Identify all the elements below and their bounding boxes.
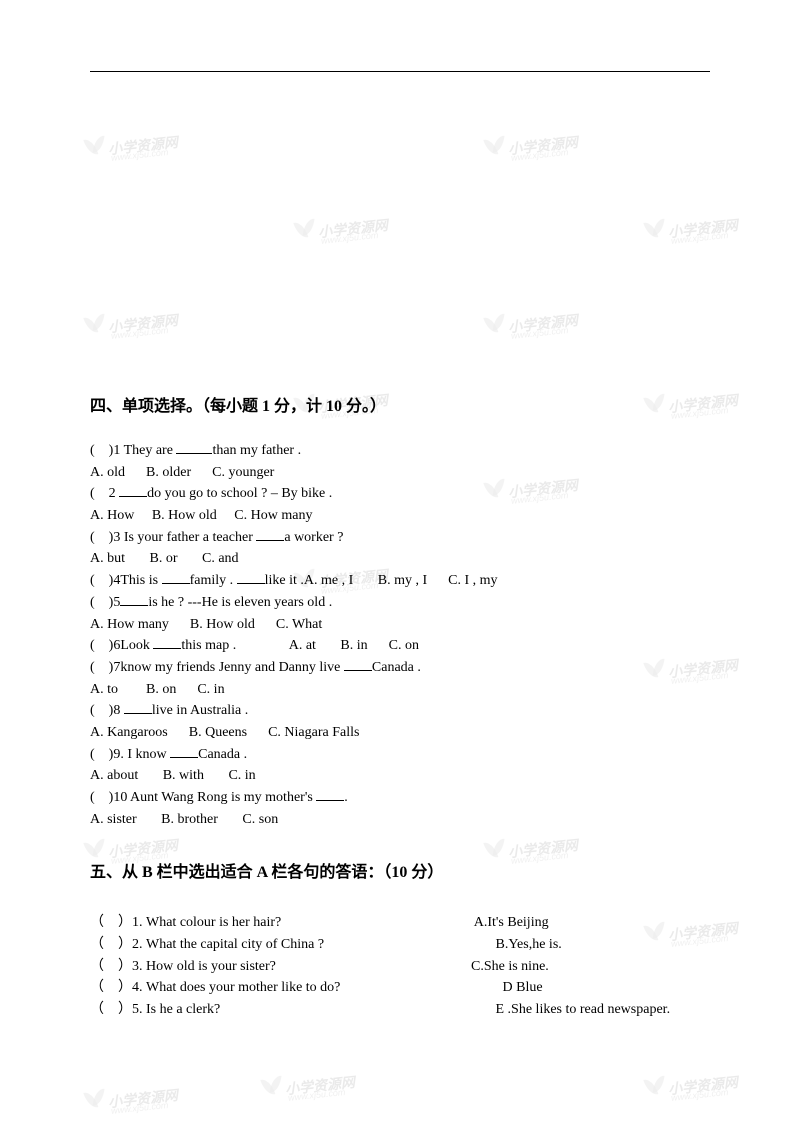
question-options: A. old B. older C. younger — [90, 462, 710, 484]
watermark: 小学资源网www.xj5u.com — [79, 305, 179, 344]
question-stem: ( )5is he ? ---He is eleven years old . — [90, 592, 710, 614]
watermark: 小学资源网www.xj5u.com — [479, 305, 579, 344]
match-answer: C.She is nine. — [450, 956, 710, 978]
match-question: （ ）4. What does your mother like to do? — [90, 977, 450, 999]
question-options: A. sister B. brother C. son — [90, 809, 710, 831]
match-row: （ ）4. What does your mother like to do? … — [90, 977, 710, 999]
question-options: A. but B. or C. and — [90, 548, 710, 570]
question-stem: ( )8 live in Australia . — [90, 700, 710, 722]
match-row: （ ）5. Is he a clerk? E .She likes to rea… — [90, 999, 710, 1021]
match-question: （ ）2. What the capital city of China ? — [90, 934, 450, 956]
watermark: 小学资源网www.xj5u.com — [79, 1080, 179, 1119]
match-question: （ ）3. How old is your sister? — [90, 956, 450, 978]
question-stem: ( )7know my friends Jenny and Danny live… — [90, 657, 710, 679]
watermark: 小学资源网www.xj5u.com — [639, 1067, 739, 1106]
match-answer: D Blue — [450, 977, 710, 999]
question-stem: ( )1 They are than my father . — [90, 440, 710, 462]
top-divider — [90, 71, 710, 72]
watermark: 小学资源网www.xj5u.com — [79, 127, 179, 166]
watermark: 小学资源网www.xj5u.com — [639, 210, 739, 249]
question-options: A. How B. How old C. How many — [90, 505, 710, 527]
section5-title: 五、从 B 栏中选出适合 A 栏各句的答语：（10 分） — [90, 858, 710, 882]
section4-title: 四、单项选择。（每小题 1 分，计 10 分。） — [90, 392, 710, 416]
match-question: （ ）5. Is he a clerk? — [90, 999, 450, 1021]
question-options: A. Kangaroos B. Queens C. Niagara Falls — [90, 722, 710, 744]
watermark: 小学资源网www.xj5u.com — [256, 1067, 356, 1106]
match-row: （ ）3. How old is your sister? C.She is n… — [90, 956, 710, 978]
question-stem: ( 2 do you go to school ? – By bike . — [90, 483, 710, 505]
match-answer: B.Yes,he is. — [450, 934, 710, 956]
question-stem: ( )10 Aunt Wang Rong is my mother's . — [90, 787, 710, 809]
watermark: 小学资源网www.xj5u.com — [479, 127, 579, 166]
question-stem: ( )4This is family . like it .A. me , I … — [90, 570, 710, 592]
match-answer: E .She likes to read newspaper. — [450, 999, 710, 1021]
watermark: 小学资源网www.xj5u.com — [289, 210, 389, 249]
question-options: A. to B. on C. in — [90, 679, 710, 701]
section5-body: （ ）1. What colour is her hair? A.It's Be… — [90, 912, 710, 1020]
match-question: （ ）1. What colour is her hair? — [90, 912, 450, 934]
page-content: 四、单项选择。（每小题 1 分，计 10 分。） ( )1 They are t… — [90, 392, 710, 1021]
match-answer: A.It's Beijing — [450, 912, 710, 934]
question-stem: ( )3 Is your father a teacher a worker ? — [90, 527, 710, 549]
match-row: （ ）1. What colour is her hair? A.It's Be… — [90, 912, 710, 934]
section4-body: ( )1 They are than my father .A. old B. … — [90, 440, 710, 830]
match-row: （ ）2. What the capital city of China ? B… — [90, 934, 710, 956]
question-stem: ( )9. I know Canada . — [90, 744, 710, 766]
question-options: A. about B. with C. in — [90, 765, 710, 787]
question-stem: ( )6Look this map . A. at B. in C. on — [90, 635, 710, 657]
question-options: A. How many B. How old C. What — [90, 614, 710, 636]
